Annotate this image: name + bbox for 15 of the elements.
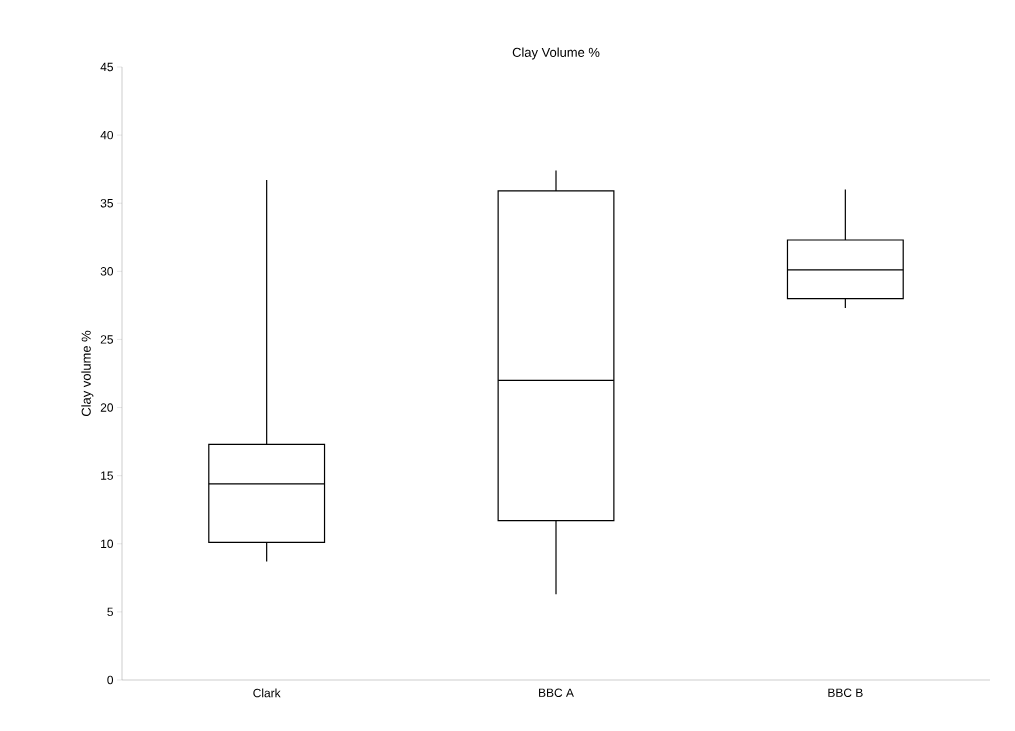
x-tick-label: Clark bbox=[253, 688, 281, 698]
y-tick-label: 5 bbox=[107, 607, 113, 617]
x-tick-label: BBC A bbox=[539, 688, 574, 697]
y-tick-label: 45 bbox=[100, 62, 113, 72]
y-tick-label: 0 bbox=[107, 675, 114, 685]
chart-title: Clay Volume % bbox=[512, 47, 600, 60]
y-tick-label: 40 bbox=[100, 130, 114, 140]
x-tick-label: BBC B bbox=[828, 688, 863, 697]
y-tick-label: 10 bbox=[101, 539, 114, 548]
y-tick-label: 15 bbox=[101, 471, 113, 480]
y-tick-label: 25 bbox=[100, 335, 113, 344]
y-tick-label: 35 bbox=[100, 198, 113, 208]
y-tick-label: 30 bbox=[100, 267, 114, 276]
y-axis-title: Clay volume % bbox=[81, 330, 94, 417]
y-tick-label: 20 bbox=[100, 403, 114, 412]
